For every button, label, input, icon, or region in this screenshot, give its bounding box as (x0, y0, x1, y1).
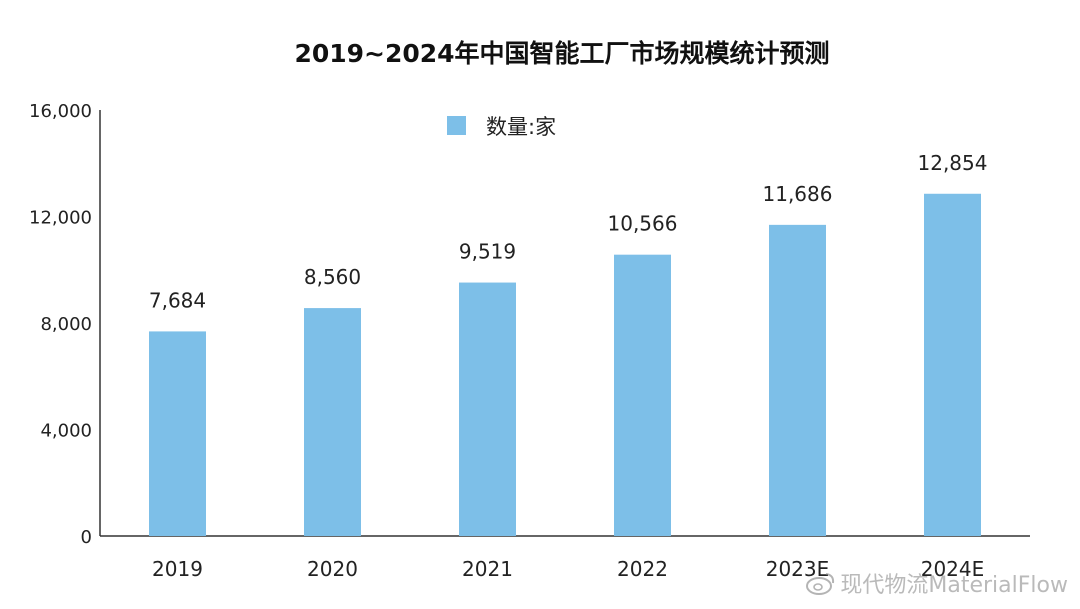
data-label: 10,566 (608, 212, 678, 236)
bar (149, 331, 206, 536)
bar (769, 224, 826, 537)
bar (459, 282, 516, 536)
data-labels: 7,684 8,560 9,519 10,566 11,686 12,854 (149, 151, 988, 313)
y-tick-label: 0 (81, 527, 92, 548)
y-tick-label: 8,000 (40, 314, 92, 335)
data-label: 9,519 (459, 240, 516, 264)
bar (304, 308, 361, 536)
x-tick-label: 2021 (462, 557, 513, 581)
chart-title: 2019~2024年中国智能工厂市场规模统计预测 (294, 39, 829, 68)
watermark: 现代物流MaterialFlow (806, 567, 1068, 599)
data-label: 7,684 (149, 288, 206, 312)
y-tick-label: 4,000 (40, 421, 92, 442)
x-tick-label: 2022 (617, 557, 668, 581)
weibo-icon (806, 573, 835, 595)
x-tick-label: 2023E (766, 557, 830, 581)
data-label: 12,854 (918, 151, 988, 175)
x-tick-label: 2024E (921, 557, 985, 581)
legend-swatch (447, 116, 466, 135)
legend-label: 数量:家 (486, 115, 556, 139)
y-tick-label: 16,000 (29, 101, 92, 122)
x-tick-label: 2019 (152, 557, 203, 581)
watermark-text: 现代物流MaterialFlow (840, 573, 1068, 598)
data-label: 11,686 (763, 182, 833, 206)
y-tick-labels: 0 4,000 8,000 12,000 16,000 (29, 101, 92, 548)
bar (614, 254, 671, 537)
x-tick-labels: 2019 2020 2021 2022 2023E 2024E (152, 557, 984, 581)
data-label: 8,560 (304, 265, 361, 289)
y-tick-label: 12,000 (29, 208, 92, 229)
legend: 数量:家 (447, 115, 556, 139)
bars (149, 193, 981, 537)
x-tick-label: 2020 (307, 557, 358, 581)
bar (924, 193, 981, 536)
